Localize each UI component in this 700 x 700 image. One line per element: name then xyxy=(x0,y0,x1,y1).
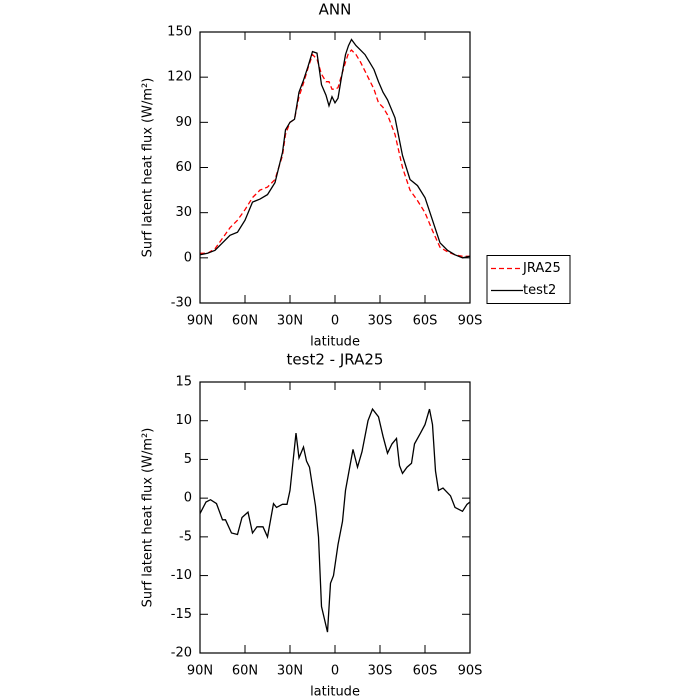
y-tick-label: 60 xyxy=(175,160,192,175)
chart-title: ANN xyxy=(319,1,352,19)
y-tick-label: 5 xyxy=(184,452,192,467)
y-tick-label: 30 xyxy=(175,205,192,220)
legend-box xyxy=(486,255,571,304)
x-tick-label: 30S xyxy=(368,314,393,329)
y-tick-label: 10 xyxy=(175,413,192,428)
y-tick-label: -20 xyxy=(171,646,192,661)
x-tick-label: 60N xyxy=(232,664,258,679)
x-tick-label: 90S xyxy=(458,314,483,329)
x-tick-label: 90S xyxy=(458,664,483,679)
data-line xyxy=(199,38,471,259)
y-tick-label: 15 xyxy=(175,375,192,390)
chart-title: test2 - JRA25 xyxy=(287,351,384,369)
y-tick-label: 150 xyxy=(167,25,192,40)
y-tick-label: -10 xyxy=(171,568,192,583)
x-tick-label: 0 xyxy=(331,664,339,679)
y-axis-label: Surf latent heat flux (W/m²) xyxy=(141,428,156,608)
legend-label: test2 xyxy=(523,283,556,298)
x-axis-label: latitude xyxy=(310,685,360,700)
y-tick-label: -15 xyxy=(171,607,192,622)
x-tick-label: 30N xyxy=(277,314,303,329)
x-tick-label: 0 xyxy=(331,314,339,329)
x-tick-label: 60S xyxy=(413,664,438,679)
x-tick-label: 90N xyxy=(187,314,213,329)
y-tick-label: 0 xyxy=(184,491,192,506)
y-tick-label: -5 xyxy=(179,529,192,544)
y-tick-label: 120 xyxy=(167,70,192,85)
x-axis-label: latitude xyxy=(310,335,360,350)
legend-label: JRA25 xyxy=(522,261,561,276)
x-tick-label: 30N xyxy=(277,664,303,679)
data-line xyxy=(199,407,471,633)
x-tick-label: 60S xyxy=(413,314,438,329)
data-line xyxy=(200,49,470,257)
x-tick-label: 60N xyxy=(232,314,258,329)
y-tick-label: 0 xyxy=(184,250,192,265)
x-tick-label: 30S xyxy=(368,664,393,679)
x-tick-label: 90N xyxy=(187,664,213,679)
y-tick-label: 90 xyxy=(175,115,192,130)
y-axis-label: Surf latent heat flux (W/m²) xyxy=(141,78,156,258)
plot-frame xyxy=(199,31,471,304)
y-tick-label: -30 xyxy=(171,296,192,311)
plot-frame xyxy=(199,381,471,654)
